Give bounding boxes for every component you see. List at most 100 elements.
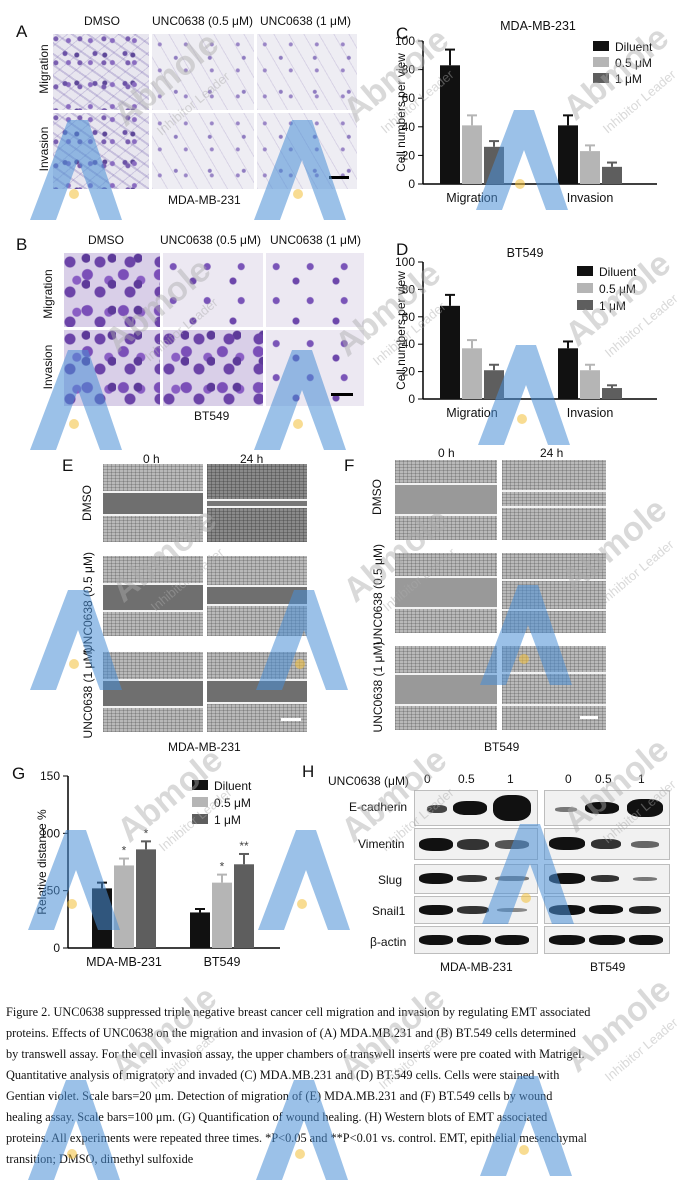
x-tick-label: Migration [446, 406, 497, 420]
blot-slug-bt [544, 864, 670, 894]
y-axis-label: Relative distance % [35, 809, 49, 915]
significance-mark: * [220, 860, 225, 874]
panel-a-row-migration: Migration [37, 44, 51, 94]
legend-label: 1 μM [615, 72, 642, 86]
panel-f-row-dmso: DMSO [370, 479, 384, 515]
blot-bactin-mda [414, 926, 538, 954]
caption-line: Gentian violet. Scale bars=20 μm. Detect… [6, 1089, 553, 1103]
chart-c: 0 20 40 60 80 100 Cell numbers per view MDA-MB-… [395, 19, 657, 205]
panel-h-cell-line-bt: BT549 [590, 960, 626, 974]
x-tick-label: Invasion [567, 191, 614, 205]
blot-label-bactin: β-actin [370, 935, 407, 949]
bar [484, 146, 504, 184]
panel-h-cell-line-mda: MDA-MB-231 [440, 960, 513, 974]
micrograph-a-migration-dmso [53, 34, 149, 110]
panel-f-cell-line: BT549 [484, 740, 520, 754]
legend-swatch [593, 73, 609, 83]
panel-e-col-0h: 0 h [143, 452, 160, 466]
wound-f-05-0h [395, 553, 497, 633]
micrograph-a-migration-1 [257, 34, 357, 110]
wound-e-1-24h [207, 652, 307, 732]
y-tick-label: 80 [402, 282, 416, 296]
panel-b-row-invasion: Invasion [41, 344, 55, 390]
panel-f-row-1: UNC0638 (1 μM) [371, 641, 385, 733]
panel-e-row-05: UNC0638 (0.5 μM) [81, 552, 95, 653]
caption-line: proteins. Effects of UNC0638 on the migr… [6, 1026, 576, 1040]
panel-label-e: E [62, 456, 74, 475]
bar [558, 348, 578, 399]
x-tick-label: MDA-MB-231 [86, 955, 162, 969]
y-tick-label: 100 [395, 255, 415, 269]
bar [212, 882, 232, 948]
legend-label: 0.5 μM [615, 56, 652, 70]
blot-ecadherin-bt [544, 790, 670, 826]
legend-label: 1 μM [599, 299, 626, 313]
wound-f-1-24h [502, 646, 606, 730]
legend-label: 1 μM [214, 813, 241, 827]
blot-label-snail1: Snail1 [372, 904, 406, 918]
panel-label-c: C [396, 24, 409, 43]
x-tick-label: BT549 [204, 955, 241, 969]
significance-mark: ** [239, 839, 249, 853]
caption-line: Figure 2. UNC0638 suppressed triple nega… [6, 1005, 591, 1019]
legend-swatch [192, 780, 208, 790]
wound-f-dmso-0h [395, 460, 497, 540]
micrograph-a-invasion-1 [257, 113, 357, 189]
chart-d: 0 20 40 60 80 100 Cell numbers per view BT549 Mi… [395, 246, 657, 420]
blot-label-ecadherin: E-cadherin [349, 800, 408, 814]
legend-label: Diluent [214, 779, 252, 793]
panel-h-dose-5: 0.5 [595, 772, 612, 786]
significance-mark: * [144, 826, 149, 840]
bar [462, 348, 482, 399]
wound-e-05-0h [103, 556, 203, 636]
micrograph-b-invasion-05 [163, 330, 263, 406]
panel-h-dose-1: 0 [424, 772, 431, 786]
bar [484, 370, 504, 399]
wound-f-1-0h [395, 646, 497, 730]
legend-label: 0.5 μM [599, 282, 636, 296]
y-tick-label: 0 [408, 177, 415, 191]
watermark-tagline: Inhibitor Leader [597, 536, 677, 607]
bar [462, 125, 482, 184]
y-tick-label: 60 [402, 91, 416, 105]
micrograph-b-invasion-1 [266, 330, 364, 406]
chart-title: BT549 [507, 246, 544, 260]
wound-e-dmso-0h [103, 464, 203, 542]
scale-bar [329, 176, 349, 179]
y-tick-label: 80 [402, 63, 416, 77]
panel-e-row-dmso: DMSO [80, 485, 94, 521]
bar [558, 125, 578, 184]
panel-f-row-05: UNC0638 (0.5 μM) [371, 544, 385, 645]
wound-e-05-24h [207, 556, 307, 636]
panel-h-header: UNC0638 (μM) [328, 774, 409, 788]
bar [114, 865, 134, 948]
scale-bar [580, 716, 598, 719]
panel-e-cell-line: MDA-MB-231 [168, 740, 241, 754]
bar [440, 65, 460, 184]
micrograph-b-migration-05 [163, 253, 263, 327]
bar [580, 151, 600, 184]
bar [136, 849, 156, 948]
y-tick-label: 40 [402, 120, 416, 134]
panel-a-cell-line: MDA-MB-231 [168, 193, 241, 207]
panel-label-g: G [12, 764, 26, 783]
blot-vimentin-mda [414, 828, 538, 860]
panel-f-col-24h: 24 h [540, 446, 564, 460]
wound-e-dmso-24h [207, 464, 307, 542]
micrograph-a-migration-05 [152, 34, 254, 110]
panel-f-col-0h: 0 h [438, 446, 455, 460]
bar [602, 388, 622, 399]
caption-line: Quantitative analysis of migratory and i… [6, 1068, 560, 1082]
blot-bactin-bt [544, 926, 670, 954]
panel-a-col-dmso: DMSO [84, 14, 120, 28]
y-tick-label: 60 [402, 310, 416, 324]
chart-title: MDA-MB-231 [500, 19, 576, 33]
panel-label-a: A [16, 22, 28, 41]
panel-label-f: F [344, 456, 355, 475]
caption-line: by transwell assay. For the cell invasio… [6, 1047, 585, 1061]
legend-swatch [577, 266, 593, 276]
panel-h-dose-3: 1 [507, 772, 514, 786]
micrograph-a-invasion-05 [152, 113, 254, 189]
panel-label-b: B [16, 235, 28, 254]
bar [440, 305, 460, 399]
